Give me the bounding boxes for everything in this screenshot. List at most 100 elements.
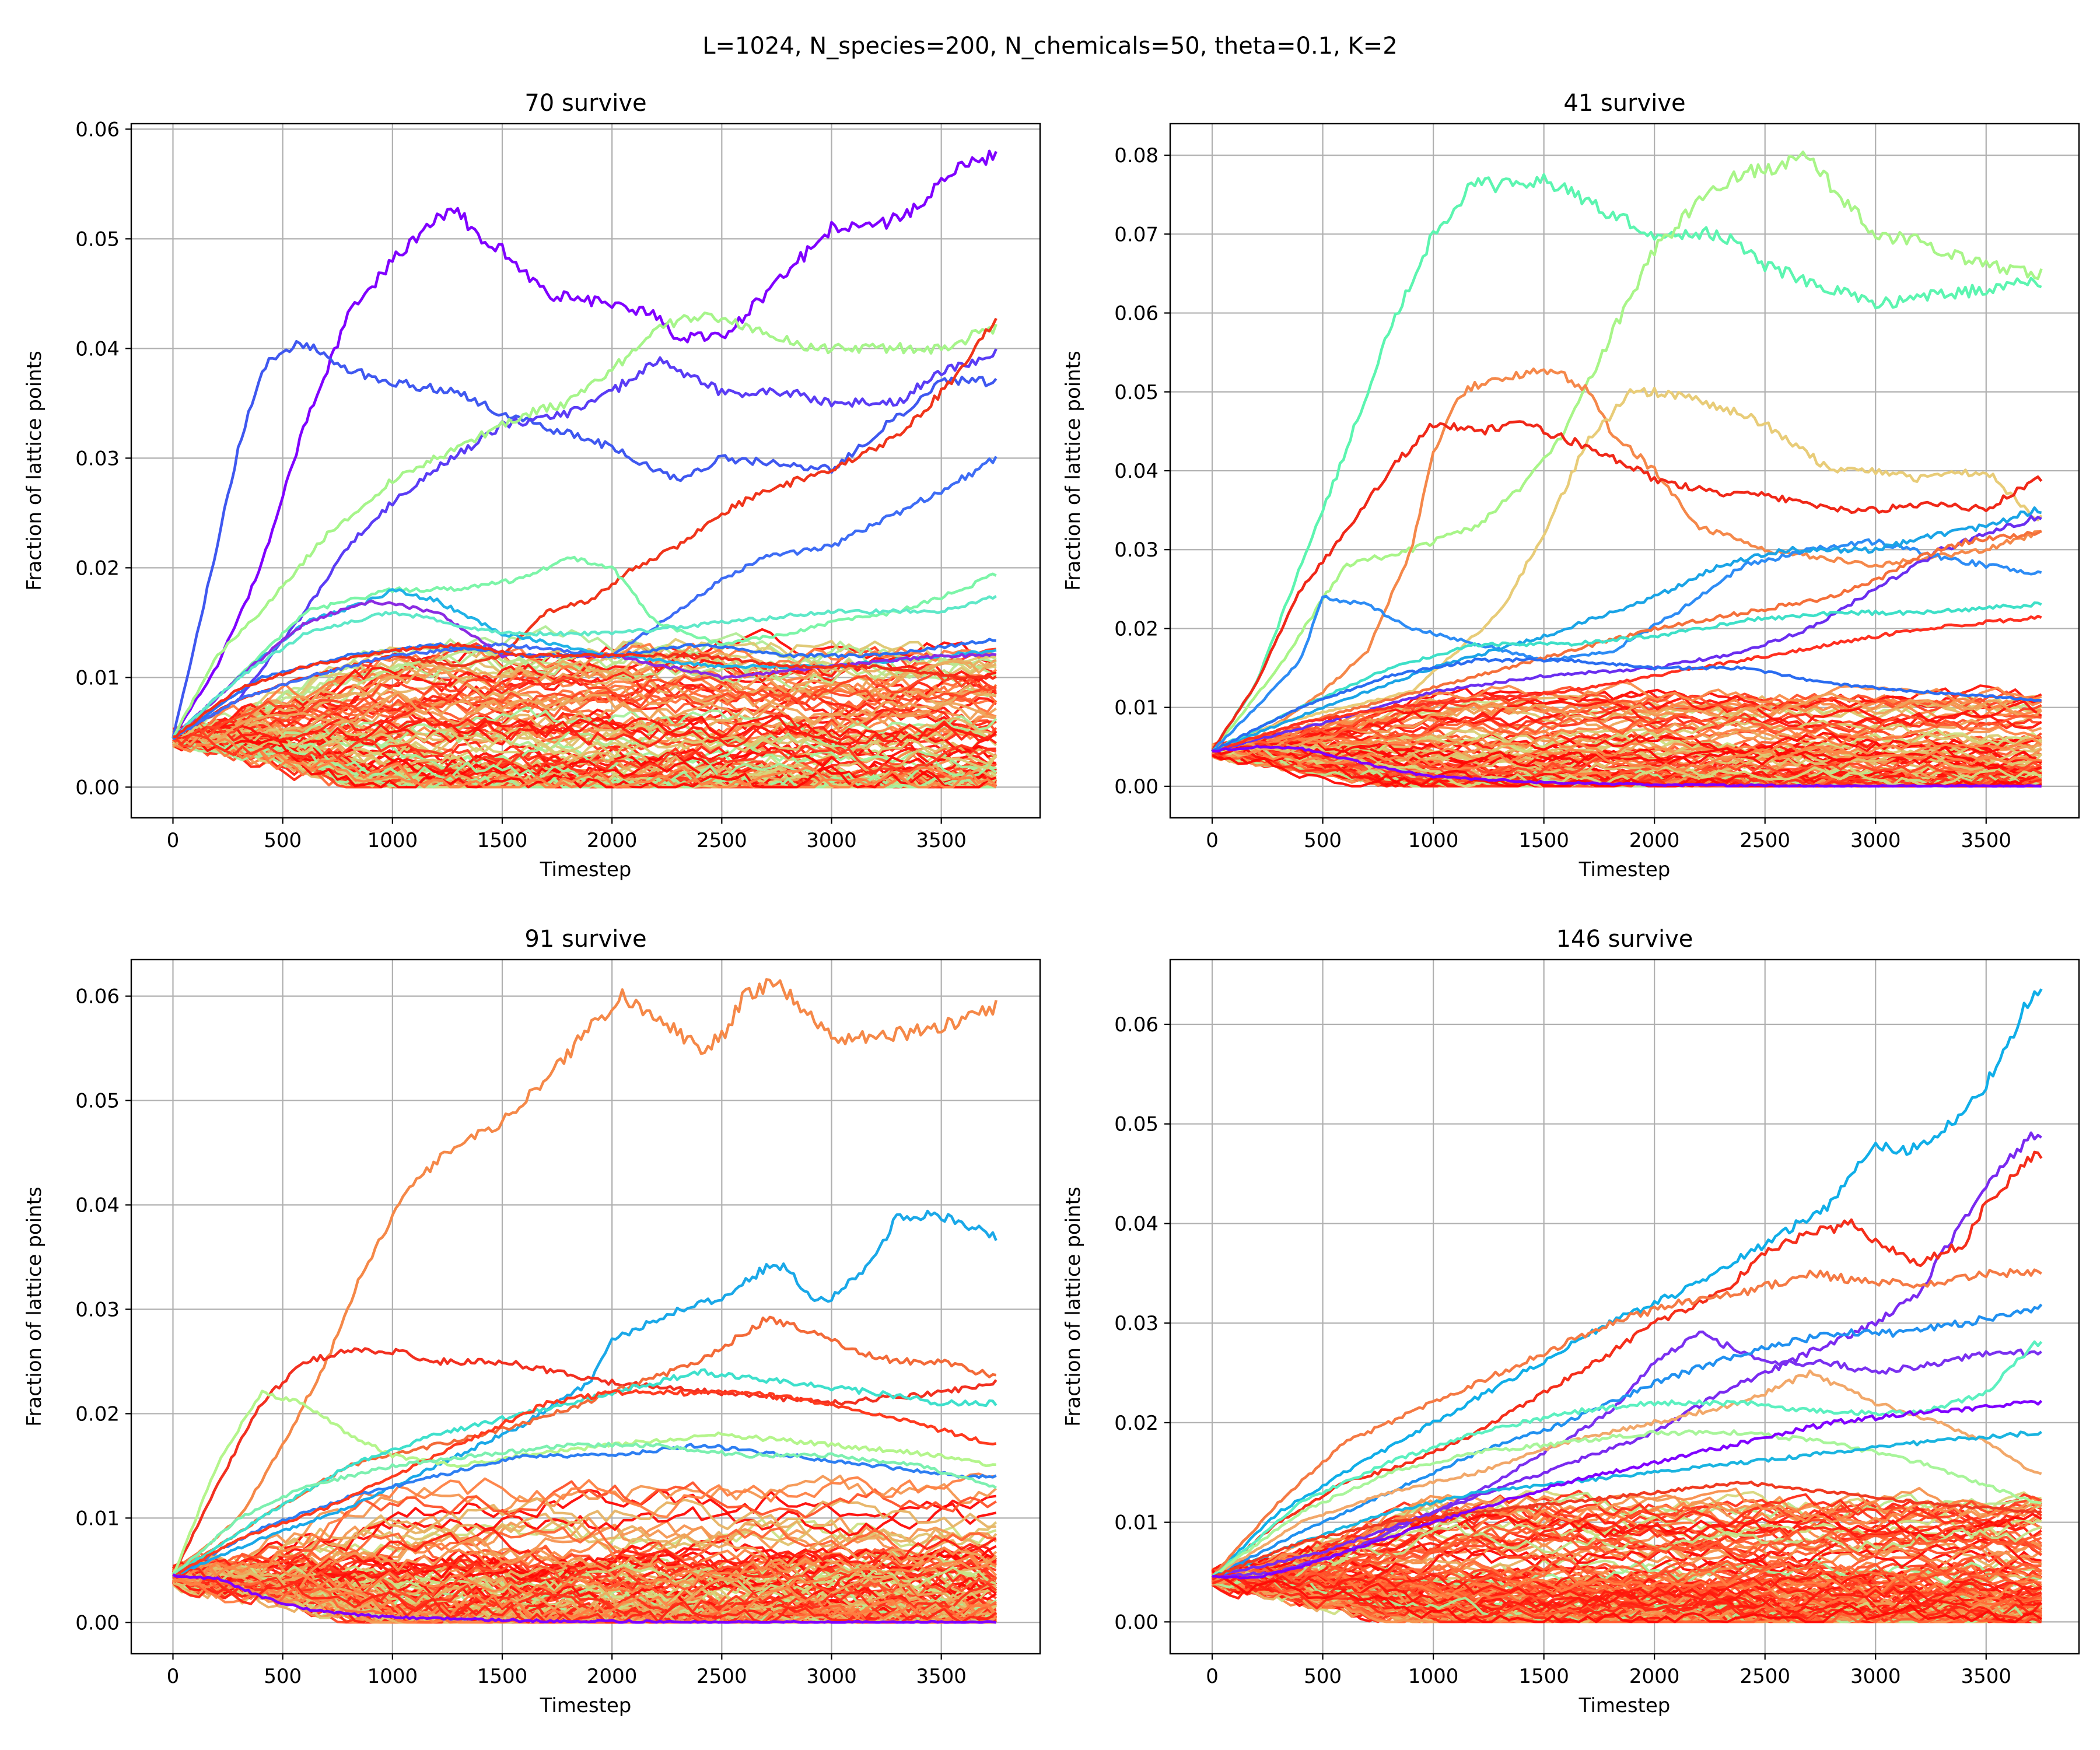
figure-suptitle: L=1024, N_species=200, N_chemicals=50, t…: [702, 33, 1397, 60]
x-tick-label: 3500: [1961, 1665, 2012, 1688]
y-tick-label: 0.08: [1114, 144, 1158, 167]
axes-frame: [130, 123, 1041, 819]
y-axis-label: Fraction of lattice points: [23, 351, 46, 590]
subplot-top-left: 0 500 1000 1500 2000 2500 3000 3500 0.00 0.01 0.02…: [23, 90, 1041, 881]
tick-marks: 0 500 1000 1500 2000 2500 3000 3500 0.00 0.01 0.02…: [1114, 144, 2011, 852]
y-tick-label: 0.03: [75, 447, 120, 470]
background-series-line: [1212, 744, 2042, 785]
series-line-13: [1212, 744, 2042, 788]
axes-frame: [1169, 958, 2080, 1655]
x-tick-label: 2000: [1629, 1665, 1680, 1688]
y-tick-label: 0.02: [1114, 617, 1158, 640]
series-line-12: [1211, 657, 2042, 753]
x-tick-label: 0: [1206, 829, 1219, 852]
main-series-group: [1210, 150, 2043, 788]
series-line-9: [172, 1441, 997, 1576]
series-line-1: [172, 149, 998, 739]
y-tick-label: 0.03: [1114, 1312, 1158, 1335]
subplot-title: 70 survive: [524, 90, 646, 117]
x-tick-label: 1000: [1408, 1665, 1459, 1688]
x-tick-label: 2500: [1740, 829, 1790, 852]
x-tick-label: 3500: [916, 1665, 967, 1688]
series-line-2: [173, 1209, 998, 1576]
y-tick-label: 0.04: [75, 1194, 120, 1217]
subplot-bottom-left: 0 500 1000 1500 2000 2500 3000 3500 0.00 0.01 0.02…: [23, 926, 1041, 1717]
background-series-line: [1212, 719, 2042, 755]
y-tick-label: 0.02: [75, 556, 120, 580]
series-line-1: [1211, 988, 2043, 1578]
x-tick-label: 2500: [696, 829, 747, 852]
x-tick-label: 3000: [1850, 829, 1901, 852]
y-axis-label: Fraction of lattice points: [1062, 351, 1085, 590]
series-line-7: [1212, 514, 2042, 752]
subplot-title: 91 survive: [524, 926, 646, 953]
background-series-line: [173, 1474, 998, 1592]
y-tick-label: 0.01: [75, 666, 120, 690]
background-series-line: [172, 733, 997, 775]
background-series-line: [173, 1472, 996, 1587]
x-tick-label: 500: [264, 1665, 302, 1688]
background-series-line: [1212, 680, 2042, 756]
y-tick-label: 0.06: [1114, 302, 1158, 326]
series-line-12: [173, 642, 997, 738]
series-line-2: [1211, 150, 2043, 752]
x-tick-label: 0: [167, 829, 180, 852]
x-tick-label: 3500: [1961, 829, 2012, 852]
x-tick-label: 2000: [587, 829, 638, 852]
subplot-top-right: 0 500 1000 1500 2000 2500 3000 3500 0.00 0.01 0.02…: [1062, 90, 2080, 881]
series-line-1: [172, 978, 998, 1577]
subplot-title: 41 survive: [1563, 90, 1685, 117]
subplot-title: 146 survive: [1556, 926, 1693, 953]
y-tick-label: 0.05: [75, 1090, 120, 1113]
x-tick-label: 1500: [1518, 829, 1569, 852]
y-tick-label: 0.01: [1114, 1511, 1158, 1535]
background-series-line: [172, 1513, 998, 1587]
background-series-line: [1212, 1493, 2042, 1573]
series-line-5: [1210, 420, 2043, 752]
series-line-1: [1211, 173, 2042, 752]
series-line-7: [172, 1443, 997, 1578]
y-axis-label: Fraction of lattice points: [23, 1186, 46, 1426]
background-series-line: [172, 1564, 996, 1609]
x-tick-label: 1500: [477, 1665, 528, 1688]
background-series-line: [1212, 734, 2042, 758]
background-series-line: [172, 1555, 998, 1596]
background-series-line: [1211, 1573, 2042, 1602]
series-line-10: [172, 1573, 996, 1624]
main-series-group: [172, 149, 998, 740]
x-tick-label: 1000: [368, 1665, 418, 1688]
series-line-3: [172, 1347, 998, 1576]
x-tick-label: 0: [1206, 1665, 1219, 1688]
background-series-line: [172, 1573, 997, 1614]
y-tick-label: 0.00: [75, 1611, 120, 1634]
background-series-line: [172, 1480, 997, 1582]
series-line-6: [1211, 538, 2042, 752]
axes-frame: [130, 958, 1041, 1655]
y-tick-label: 0.00: [75, 776, 120, 799]
y-tick-label: 0.05: [75, 228, 120, 251]
main-series-group: [1211, 988, 2043, 1580]
series-line-7: [1211, 1369, 2042, 1579]
x-tick-label: 500: [1304, 1665, 1342, 1688]
y-tick-label: 0.02: [1114, 1412, 1158, 1435]
x-tick-label: 1000: [368, 829, 418, 852]
y-tick-label: 0.05: [1114, 381, 1158, 404]
background-series-line: [172, 1562, 997, 1617]
background-series-line: [173, 1526, 996, 1567]
x-tick-label: 3000: [1850, 1665, 1901, 1688]
main-series-group: [172, 978, 998, 1624]
background-series-line: [172, 1497, 996, 1590]
y-tick-label: 0.04: [1114, 460, 1158, 483]
background-series-line: [1212, 713, 2042, 750]
y-tick-label: 0.06: [75, 985, 120, 1009]
x-tick-label: 500: [264, 829, 302, 852]
background-series-line: [1212, 1524, 2042, 1592]
background-series-line: [172, 737, 997, 789]
background-series-line: [172, 723, 998, 770]
y-tick-label: 0.02: [75, 1402, 120, 1426]
x-tick-label: 500: [1304, 829, 1342, 852]
series-line-7: [172, 555, 997, 739]
background-series-line: [172, 652, 997, 743]
x-tick-label: 2000: [587, 1665, 638, 1688]
